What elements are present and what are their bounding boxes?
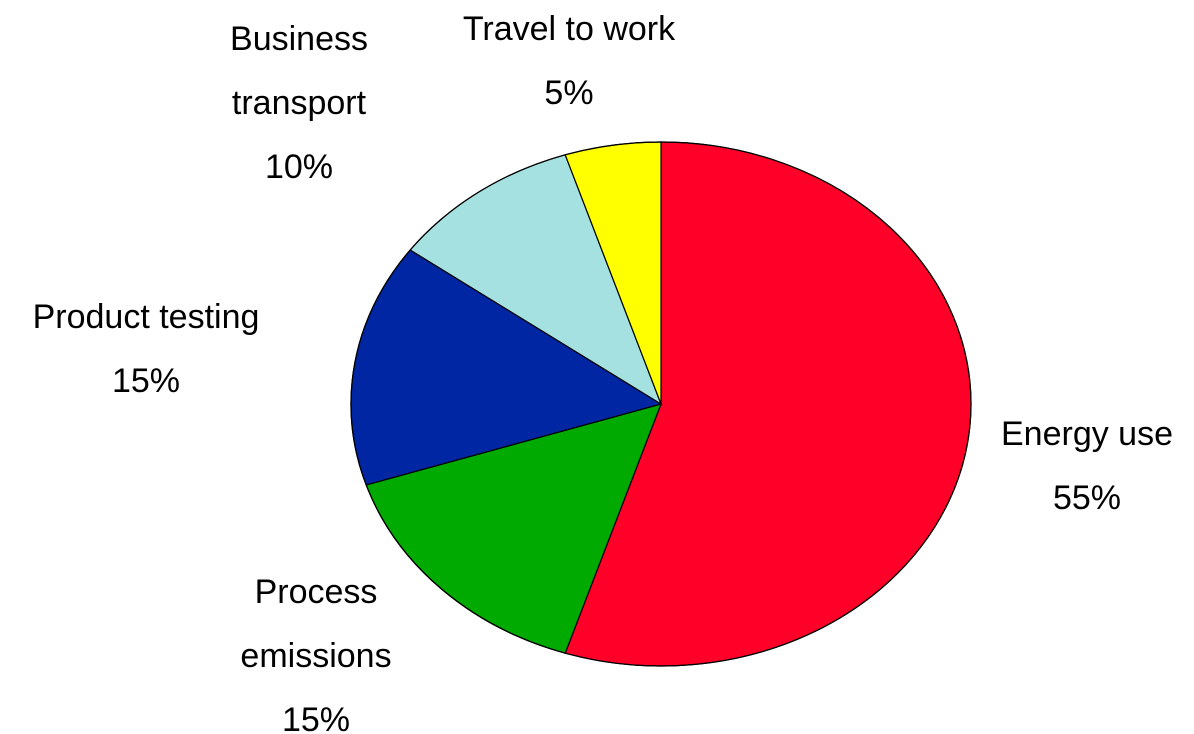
slice-labels: Energy use 55% Process emissions 15% Product … [33,10,1173,734]
slice-category-label: Product testing [33,298,260,336]
slice-category-label: Process [255,573,378,611]
slice-category-label: Business [230,20,368,58]
pie-slices [350,141,972,667]
slice-value-label: 10% [265,148,333,186]
pie-outline [350,141,972,667]
slice-category-label: emissions [240,637,391,675]
slice-category-label: Energy use [1001,415,1173,453]
slice-value-label: 15% [112,362,180,400]
slice-value-label: 15% [282,701,350,734]
slice-value-label: 5% [544,74,593,112]
slice-category-label: transport [232,84,367,122]
slice-value-label: 55% [1053,479,1121,517]
slice-category-label: Travel to work [463,10,676,48]
